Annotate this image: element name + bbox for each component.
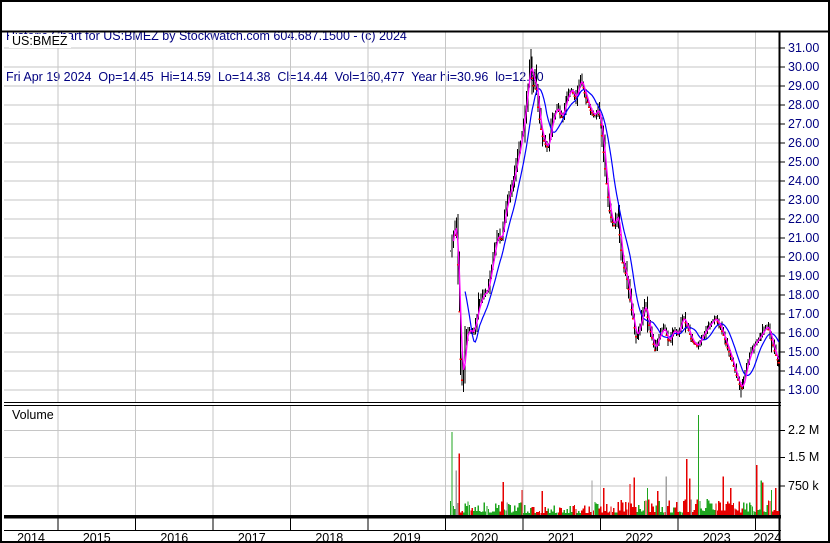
price-tick-label: 19.00 bbox=[788, 268, 820, 283]
year-label: 2014 bbox=[17, 531, 45, 543]
quote-line: Fri Apr 19 2024 Op=14.45 Hi=14.59 Lo=14.… bbox=[6, 69, 544, 84]
year-label: 2022 bbox=[625, 531, 654, 543]
price-tick-label: 16.00 bbox=[788, 325, 820, 340]
price-tick-label: 15.00 bbox=[788, 344, 820, 359]
price-tick-label: 29.00 bbox=[788, 78, 820, 93]
gridlines bbox=[4, 32, 779, 515]
price-tick-label: 26.00 bbox=[788, 135, 820, 150]
price-tick-label: 24.00 bbox=[788, 173, 820, 188]
year-label: 2023 bbox=[702, 531, 731, 543]
volume-bars bbox=[449, 414, 780, 515]
frame-lines bbox=[2, 30, 828, 541]
price-tick-label: 20.00 bbox=[788, 249, 820, 264]
year-label: 2019 bbox=[392, 531, 421, 543]
price-tick-label: 31.00 bbox=[788, 40, 820, 55]
price-tick-label: 14.00 bbox=[788, 363, 820, 378]
price-tick-label: 25.00 bbox=[788, 154, 820, 169]
price-tick-label: 28.00 bbox=[788, 97, 820, 112]
year-label: 2020 bbox=[470, 531, 499, 543]
volume-panel-label: Volume bbox=[9, 408, 57, 422]
short-ma-line bbox=[452, 67, 780, 388]
price-tick-label: 18.00 bbox=[788, 287, 820, 302]
price-tick-label: 21.00 bbox=[788, 230, 820, 245]
volume-tick-label: 2.2 M bbox=[788, 422, 820, 437]
price-tick-label: 30.00 bbox=[788, 59, 820, 74]
chart-title: Historic Chart for US:BMEZ by Stockwatch… bbox=[6, 29, 407, 43]
price-tick-label: 13.00 bbox=[788, 382, 820, 397]
volume-tick-label: 750 k bbox=[788, 478, 819, 493]
year-label: 2017 bbox=[237, 531, 266, 543]
volume-tick-label: 1.5 M bbox=[788, 449, 820, 464]
year-label: 2016 bbox=[160, 531, 189, 543]
long-ma-line bbox=[464, 88, 780, 376]
moving-average-lines bbox=[452, 67, 780, 388]
year-label: 2018 bbox=[315, 531, 344, 543]
year-label: 2024 bbox=[753, 531, 782, 543]
symbol-label: US:BMEZ bbox=[9, 34, 71, 48]
price-tick-label: 22.00 bbox=[788, 211, 820, 226]
price-tick-label: 27.00 bbox=[788, 116, 820, 131]
price-tick-label: 17.00 bbox=[788, 306, 820, 321]
year-label: 2021 bbox=[547, 531, 576, 543]
price-tick-label: 23.00 bbox=[788, 192, 820, 207]
header: Historic Chart for US:BMEZ by Stockwatch… bbox=[6, 3, 544, 111]
year-label: 2015 bbox=[82, 531, 111, 543]
